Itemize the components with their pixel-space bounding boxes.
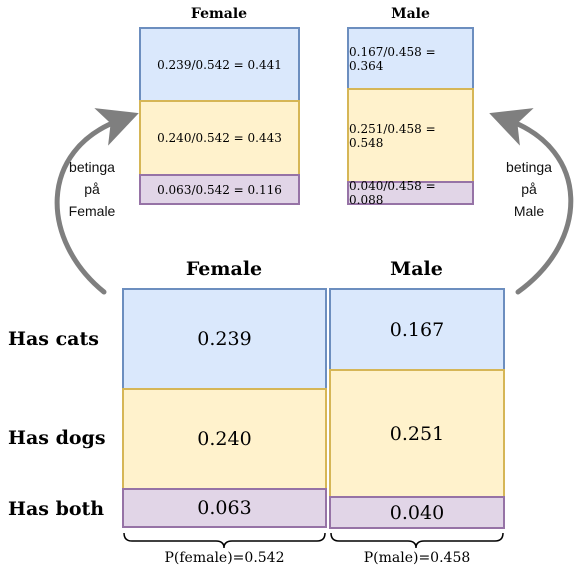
top-female-both-cell: 0.063/0.542 = 0.116	[139, 174, 300, 205]
left-condition-note: betinga på Female	[55, 156, 129, 222]
right-condition-note: betinga på Male	[492, 156, 566, 222]
left-note-line1: betinga	[69, 159, 115, 175]
left-note-line2: på	[84, 181, 100, 197]
male-both-cell: 0.040	[329, 496, 505, 529]
right-note-line1: betinga	[506, 159, 552, 175]
top-male-both-cell: 0.040/0.458 = 0.088	[347, 179, 474, 207]
male-marginal-label: P(male)=0.458	[363, 550, 471, 566]
top-male-title: Male	[391, 6, 430, 22]
female-cats-value: 0.239	[197, 328, 252, 350]
top-male-dogs-cell: 0.251/0.458 = 0.548	[347, 88, 474, 183]
row-label-cats: Has cats	[8, 328, 99, 350]
male-brace	[330, 532, 504, 549]
female-dogs-value: 0.240	[197, 428, 252, 450]
top-male-both-value: 0.040/0.458 = 0.088	[349, 179, 436, 207]
top-male-cats-cell: 0.167/0.458 = 0.364	[347, 27, 474, 90]
male-both-value: 0.040	[389, 501, 445, 524]
bottom-female-title: Female	[185, 258, 263, 280]
male-cats-cell: 0.167	[329, 288, 505, 371]
right-note-line2: på	[521, 181, 537, 197]
top-female-cats-value: 0.239/0.542 = 0.441	[157, 57, 282, 72]
top-male-cats-value: 0.167/0.458 = 0.364	[349, 44, 436, 73]
right-condition-arrow	[489, 108, 574, 295]
row-label-dogs: Has dogs	[8, 427, 106, 449]
top-female-title: Female	[190, 6, 248, 22]
top-female-dogs-value: 0.240/0.542 = 0.443	[157, 131, 282, 145]
bottom-male-title: Male	[390, 258, 443, 280]
male-dogs-value: 0.251	[389, 422, 445, 445]
row-label-both: Has both	[8, 498, 105, 520]
female-cats-cell: 0.239	[122, 288, 327, 390]
female-both-cell: 0.063	[122, 488, 327, 528]
female-brace	[123, 532, 326, 549]
left-note-line3: Female	[68, 203, 116, 219]
male-dogs-cell: 0.251	[329, 369, 505, 498]
top-male-dogs-value: 0.251/0.458 = 0.548	[349, 121, 436, 150]
female-both-value: 0.063	[197, 497, 252, 519]
right-note-line3: Male	[513, 203, 545, 219]
male-cats-value: 0.167	[389, 318, 445, 341]
left-condition-arrow	[54, 108, 139, 295]
top-female-cats-cell: 0.239/0.542 = 0.441	[139, 27, 300, 102]
female-marginal-label: P(female)=0.542	[164, 550, 285, 566]
top-female-both-value: 0.063/0.542 = 0.116	[157, 182, 282, 197]
